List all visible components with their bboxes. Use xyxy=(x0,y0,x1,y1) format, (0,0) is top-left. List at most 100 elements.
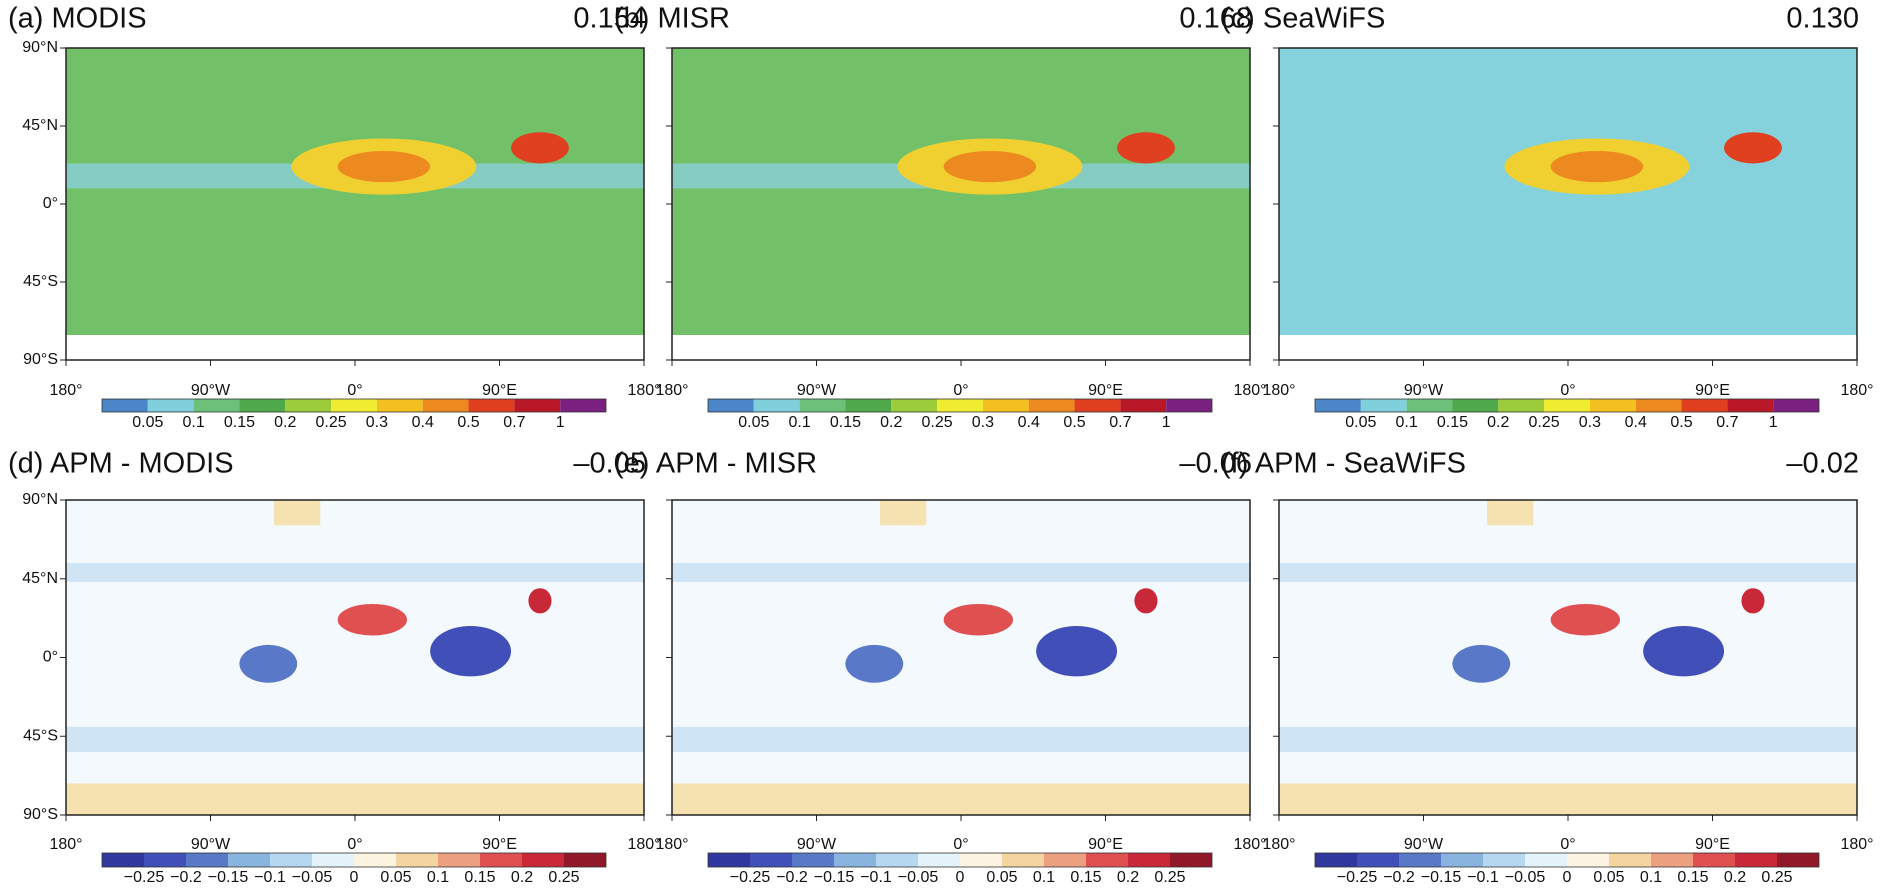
colorbar-box xyxy=(960,853,1002,867)
colorbar-box xyxy=(144,853,186,867)
colorbar-box xyxy=(891,399,938,412)
map xyxy=(66,48,644,360)
colorbar-box xyxy=(1086,853,1128,867)
colorbar-label: −0.05 xyxy=(898,869,939,886)
colorbar-box xyxy=(834,853,876,867)
colorbar-label: 0.25 xyxy=(1154,869,1185,886)
colorbar-box xyxy=(312,853,354,867)
colorbar-box xyxy=(102,853,144,867)
colorbar-box xyxy=(1777,853,1819,867)
colorbar-box xyxy=(918,853,960,867)
lat-label: 90°N xyxy=(22,491,58,508)
colorbar-label: 0.1 xyxy=(183,414,205,431)
colorbar-label: 0.05 xyxy=(1593,869,1624,886)
colorbar-box xyxy=(1773,399,1819,412)
asia xyxy=(1117,132,1175,164)
lon-label: 180° xyxy=(1233,836,1266,853)
colorbar-label: 0.2 xyxy=(1724,869,1746,886)
panel-mean: 0.154 xyxy=(573,3,646,35)
red xyxy=(1741,588,1765,614)
colorbar-label: 1 xyxy=(1162,414,1171,431)
colorbar-frame xyxy=(707,852,1213,868)
colorbar-label: 0.25 xyxy=(1761,869,1792,886)
colorbar-box xyxy=(1028,399,1075,412)
colorbar-box xyxy=(708,853,750,867)
lat-label: 0° xyxy=(43,195,58,212)
colorbar-box xyxy=(1044,853,1086,867)
lon-label: 0° xyxy=(347,382,362,399)
colorbar-label: 0.25 xyxy=(548,869,579,886)
colorbar-box xyxy=(982,399,1029,412)
colorbar-label: 0.5 xyxy=(1063,414,1085,431)
colorbar-box xyxy=(560,399,606,412)
colorbar-label: −0.25 xyxy=(124,869,165,886)
red xyxy=(1550,603,1621,636)
colorbar-label: 0.05 xyxy=(738,414,769,431)
lon-label: 180° xyxy=(1840,382,1873,399)
colorbar-box xyxy=(102,399,148,412)
panel-title: (d) APM - MODIS xyxy=(8,448,234,480)
lon-label: 180° xyxy=(1262,836,1295,853)
colorbar-box xyxy=(239,399,286,412)
lat-label: 90°S xyxy=(23,351,58,368)
colorbar-label: 0.2 xyxy=(511,869,533,886)
colorbar-label: 0.7 xyxy=(1716,414,1738,431)
lon-label: 90°W xyxy=(797,382,837,399)
greenland xyxy=(274,500,321,526)
lon-label: 90°E xyxy=(1088,836,1123,853)
colorbar-box xyxy=(422,399,469,412)
colorbar-label: −0.1 xyxy=(1467,869,1499,886)
colorbar-label: 0.15 xyxy=(1070,869,1101,886)
panel-mean: 0.168 xyxy=(1179,3,1252,35)
colorbar-box xyxy=(1170,853,1212,867)
colorbar-box xyxy=(1727,399,1774,412)
panel-title: (c) SeaWiFS xyxy=(1221,3,1385,35)
red xyxy=(337,603,408,636)
colorbar-box xyxy=(514,399,561,412)
colorbar-box xyxy=(468,399,515,412)
colorbar-box xyxy=(1651,853,1693,867)
panel-title: (f) APM - SeaWiFS xyxy=(1221,448,1466,480)
colorbar-label: 0.3 xyxy=(1579,414,1601,431)
colorbar-label: 0 xyxy=(350,869,359,886)
band xyxy=(672,563,1250,582)
colorbar-box xyxy=(750,853,792,867)
lon-label: 90°E xyxy=(1695,836,1730,853)
colorbar-label: −0.2 xyxy=(1383,869,1415,886)
colorbar-label: 0.15 xyxy=(830,414,861,431)
dust-core xyxy=(337,150,431,183)
lon-label: 180° xyxy=(655,836,688,853)
greenland xyxy=(880,500,927,526)
colorbar-label: 0.5 xyxy=(1670,414,1692,431)
map xyxy=(672,48,1250,360)
lon-label: 90°W xyxy=(191,836,231,853)
colorbar-label: 0 xyxy=(956,869,965,886)
lon-label: 90°E xyxy=(1695,382,1730,399)
ocean xyxy=(1279,500,1857,815)
band xyxy=(672,726,1250,752)
colorbar-label: −0.1 xyxy=(860,869,892,886)
panel-title: (e) APM - MISR xyxy=(614,448,817,480)
colorbar-box xyxy=(1357,853,1399,867)
colorbar-label: −0.15 xyxy=(814,869,855,886)
colorbar-box xyxy=(1693,853,1735,867)
colorbar-label: −0.15 xyxy=(208,869,249,886)
colorbar-frame xyxy=(101,852,607,868)
panel-title: (a) MODIS xyxy=(8,3,147,35)
map xyxy=(1279,48,1857,360)
colorbar-box xyxy=(1315,853,1357,867)
colorbar-label: 0.05 xyxy=(380,869,411,886)
panel-title: (b) MISR xyxy=(614,3,730,35)
panel-mean: –0.02 xyxy=(1786,448,1859,480)
lon-label: 0° xyxy=(347,836,362,853)
dust-core xyxy=(1550,150,1644,183)
colorbar-label: 1 xyxy=(556,414,565,431)
colorbar-box xyxy=(376,399,423,412)
colorbar-label: 0.15 xyxy=(1677,869,1708,886)
lon-label: 180° xyxy=(627,382,660,399)
colorbar-box xyxy=(1166,399,1212,412)
asia xyxy=(511,132,569,164)
map xyxy=(672,500,1250,815)
lat-label: 90°S xyxy=(23,806,58,823)
colorbar-box xyxy=(1483,853,1525,867)
